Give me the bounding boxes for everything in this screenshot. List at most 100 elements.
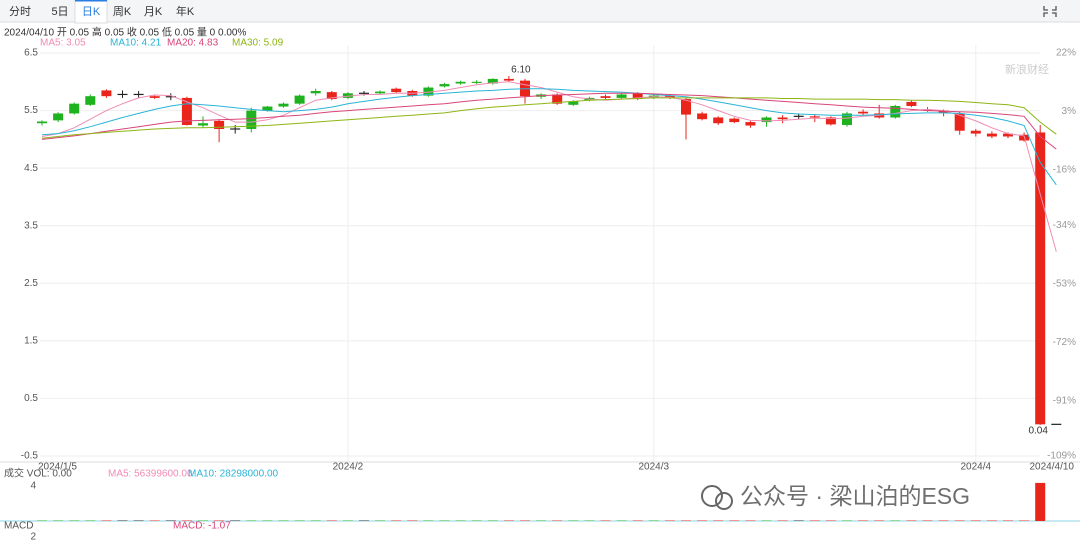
candle-body [664,95,675,98]
macd-label: MACD: -1.07 [173,521,231,532]
y-tick-label: 3.5 [24,220,38,231]
candle-body [278,103,289,107]
candle-body [310,90,321,94]
candle-body [986,133,997,137]
y2-tick-label: 22% [1056,48,1076,59]
tab[interactable]: 年K [176,4,195,18]
ma-legend: MA5: 3.05 [40,38,86,49]
wechat-watermark: 公众号 · 梁山泊的ESG [740,483,970,509]
candle-body [1035,132,1046,425]
tabs: 分时 5日 日K 周K 月K 年K [9,4,195,18]
candle-body [568,101,579,105]
candle-body [954,113,965,131]
macd-title: MACD [4,521,33,532]
high-label: 6.10 [511,65,531,76]
tab[interactable]: 周K [113,5,132,18]
tab[interactable]: 5日 [51,6,68,18]
y2-tick-label: -91% [1053,395,1076,406]
candle-body [777,117,788,120]
candle-body [198,123,208,126]
candle-body [471,81,482,83]
candle-body [1003,133,1013,137]
ma-legend: MA30: 5.09 [232,38,284,49]
x-tick-label: 2024/1/5 [38,462,77,473]
y-tick-label: 0.5 [24,393,38,404]
candle-body [69,103,80,114]
candle-body [149,96,160,98]
candle-body [713,117,724,124]
y-tick-label: 1.5 [24,335,38,346]
candle-body [262,106,273,111]
x-tick-label: 2024/3 [639,462,670,473]
watermarks [701,485,733,510]
candle-body [246,110,257,129]
y2-tick-label: -109% [1047,451,1076,462]
y-tick-label: -0.5 [21,451,39,462]
volume-title: 成交 VOL: 0.00 [4,467,72,480]
candle-body [342,93,353,98]
candle-body [616,94,627,98]
candle-body [825,117,836,125]
y2-tick-label: 3% [1062,106,1077,117]
candle-body [922,109,933,111]
candle-body [761,117,772,123]
y-tick-label: 2.5 [24,278,38,289]
volume-legend: MA5: 56399600.00 [108,469,193,480]
candle-body [439,84,450,87]
candle-body [503,78,514,81]
tab[interactable]: 分时 [9,5,31,18]
y2-tick-label: -16% [1053,165,1076,176]
ma-legend: MA20: 4.83 [167,38,219,49]
candle-body [326,92,337,100]
y-tick-label: 4.5 [24,163,38,174]
candle-body [53,113,64,121]
x-tick-label: 2024/2 [333,462,364,473]
candle-body [697,113,708,120]
candle-body [487,78,498,84]
candle-body [858,111,869,114]
sina-watermark: 新浪财经 [1005,62,1049,76]
candle-body [890,105,901,118]
tab[interactable]: 日K [82,6,101,18]
candle-body [809,116,820,118]
info-line: 2024/04/10 开 0.05 高 0.05 收 0.05 低 0.05 量… [4,26,246,39]
volume-legend: MA10: 28298000.00 [188,469,279,480]
y2-tick-label: -72% [1053,337,1076,348]
candle-body [37,121,47,124]
candle-body [101,90,112,97]
y2-tick-label: -53% [1053,278,1076,289]
candle-body [681,99,691,115]
fullscreen-icon[interactable] [1043,6,1057,17]
active-tab-bg [74,0,108,24]
candle-body [214,120,225,129]
macd-tick-label: 2 [30,532,36,542]
ma-line [41,92,1057,150]
candle-body [938,110,949,113]
volume-bar [1035,482,1046,521]
candle-body [632,93,643,100]
candle-body [842,113,852,125]
low-label: 0.04 [1028,426,1048,437]
x-tick-label: 2024/4 [961,462,992,473]
candle-body [294,95,305,104]
candle-body [181,97,192,125]
candle-body [552,94,563,104]
x-tick-label: 2024/4/10 [1030,462,1075,473]
tab[interactable]: 月K [144,6,163,18]
candle-body [729,118,740,123]
ma-line [41,97,1057,139]
ma-legend: MA10: 4.21 [110,38,162,49]
tab-bar [0,0,1080,22]
candle-body [970,130,981,134]
y2-tick-label: -34% [1053,220,1076,231]
candle-body [391,88,402,93]
candle-body [745,122,756,126]
y-tick-label: 5.5 [24,105,38,116]
candle-body [375,91,386,94]
candle-body [600,96,611,98]
candle-body [455,81,466,84]
volume-tick-label: 4 [30,480,36,491]
candle-body [85,96,96,105]
